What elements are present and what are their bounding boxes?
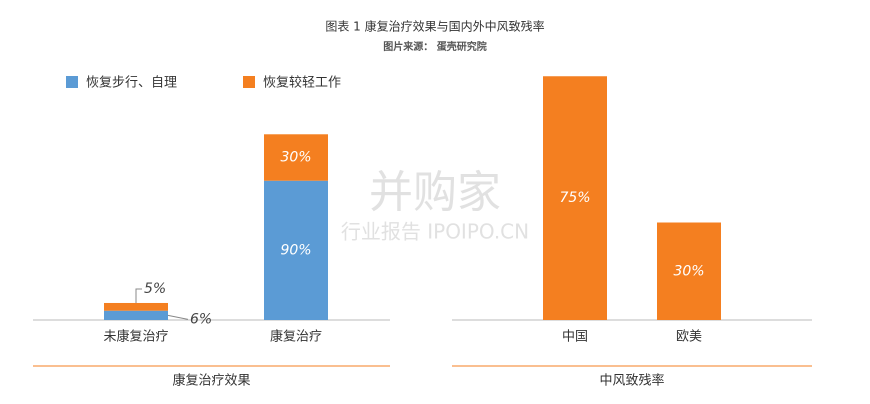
legend-swatch bbox=[243, 76, 255, 88]
chart-title: 图表 1 康复治疗效果与国内外中风致残率 bbox=[325, 19, 544, 34]
bar-segment bbox=[104, 310, 168, 320]
legend-swatch bbox=[66, 76, 78, 88]
x-axis-title: 中风致残率 bbox=[599, 373, 664, 389]
value-label: 30% bbox=[280, 150, 311, 166]
value-label: 90% bbox=[280, 242, 311, 258]
x-tick-label: 欧美 bbox=[676, 330, 702, 345]
value-label: 30% bbox=[673, 263, 704, 279]
x-tick-label: 未康复治疗 bbox=[103, 329, 168, 345]
bar-segment bbox=[264, 180, 328, 320]
leader-line bbox=[167, 314, 189, 320]
leader-line bbox=[135, 288, 142, 303]
chart-subtitle: 图片来源： 蛋壳研究院 bbox=[383, 40, 486, 53]
watermark: 行业报告 IPOIPO.CN bbox=[341, 220, 529, 244]
x-tick-label: 中国 bbox=[562, 330, 588, 345]
watermark: 并购家 bbox=[369, 167, 501, 218]
value-label: 5% bbox=[144, 281, 166, 297]
x-tick-label: 康复治疗 bbox=[270, 329, 322, 345]
legend-label: 恢复步行、自理 bbox=[86, 76, 177, 91]
value-label: 6% bbox=[190, 311, 212, 327]
value-label: 75% bbox=[559, 190, 590, 206]
bar-segment bbox=[264, 134, 328, 181]
legend-label: 恢复较轻工作 bbox=[263, 76, 341, 91]
bar-segment bbox=[104, 302, 168, 311]
bar bbox=[657, 222, 721, 320]
bar bbox=[543, 76, 607, 320]
x-axis-title: 康复治疗效果 bbox=[172, 373, 250, 389]
